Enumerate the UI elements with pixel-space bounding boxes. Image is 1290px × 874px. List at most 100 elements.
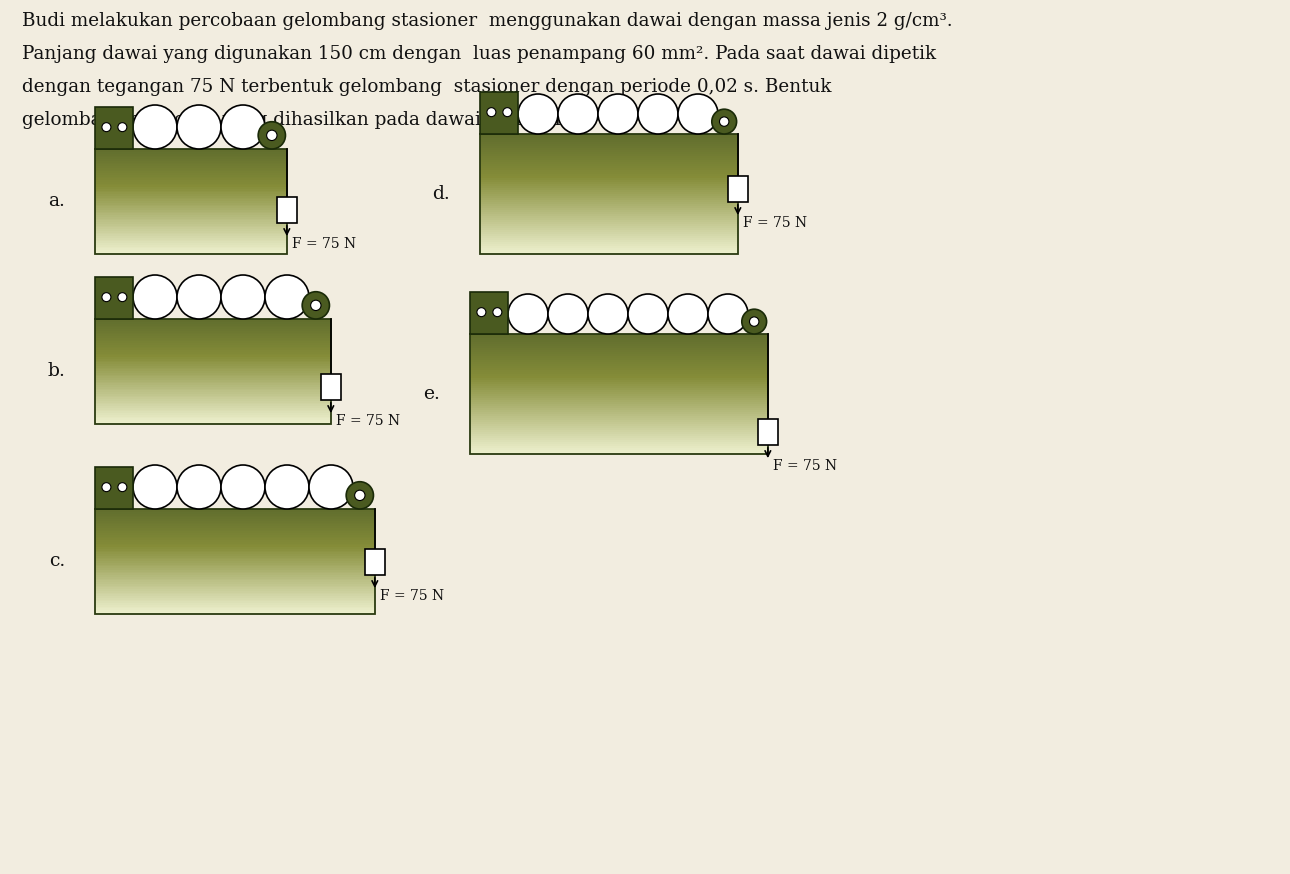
Bar [480,196,738,198]
Bar [95,341,330,343]
Bar [470,381,768,384]
Bar [95,198,286,200]
Bar [480,239,738,242]
Bar [95,220,286,223]
Bar [480,241,738,244]
Bar [95,232,286,235]
Bar [95,239,286,242]
Bar [95,584,375,586]
Circle shape [493,308,502,316]
Bar [95,603,375,606]
Bar [757,419,778,445]
Text: F = 75 N: F = 75 N [379,589,444,603]
Circle shape [177,465,221,509]
Bar [470,384,768,386]
Text: F = 75 N: F = 75 N [292,237,356,251]
Bar [95,213,286,216]
Bar [95,107,133,149]
Bar [470,334,768,336]
Bar [480,179,738,182]
Bar [470,424,768,426]
Circle shape [267,130,277,141]
Bar [95,168,286,170]
Bar [470,415,768,418]
Bar [95,367,330,370]
Bar [95,593,375,594]
Bar [95,528,375,530]
Bar [95,381,330,384]
Bar [95,398,330,399]
Bar [95,415,330,417]
Bar [480,92,519,134]
Circle shape [264,465,310,509]
Bar [95,236,286,239]
Bar [470,339,768,342]
Bar [95,406,330,408]
Bar [95,355,330,357]
Bar [95,420,330,422]
Bar [470,398,768,400]
Bar [470,385,768,388]
Bar [480,202,738,204]
Bar [470,390,768,392]
Bar [95,591,375,593]
Bar [95,538,375,540]
Bar [95,246,286,249]
Bar [470,452,768,454]
Bar [95,329,330,331]
Bar [480,193,738,196]
Circle shape [311,300,321,310]
Bar [95,523,375,524]
Bar [470,446,768,448]
Bar [95,231,286,233]
Circle shape [559,94,599,134]
Bar [470,292,508,334]
Bar [470,357,768,360]
Bar [95,408,330,410]
Bar [95,157,286,159]
Bar [95,241,286,244]
Bar [95,552,375,554]
Bar [95,353,330,356]
Circle shape [508,294,548,334]
Bar [95,322,330,324]
Circle shape [742,309,766,334]
Bar [95,332,330,335]
Circle shape [133,275,177,319]
Bar [470,420,768,422]
Bar [480,149,738,152]
Bar [95,547,375,549]
Bar [95,524,375,526]
Bar [95,346,330,349]
Bar [480,225,738,228]
Bar [480,191,738,194]
Bar [480,227,738,230]
Circle shape [264,275,310,319]
Bar [470,392,768,394]
Bar [95,350,330,352]
Bar [480,247,738,250]
Circle shape [708,294,748,334]
Bar [480,224,738,226]
Circle shape [668,294,708,334]
Bar [470,429,768,432]
Bar [95,224,286,226]
Bar [480,170,738,172]
Bar [95,156,286,157]
Bar [95,376,330,378]
Bar [95,535,375,537]
Bar [95,225,286,228]
Bar [480,212,738,214]
Circle shape [221,105,264,149]
Bar [480,188,738,190]
Circle shape [639,94,679,134]
Bar [95,178,286,181]
Bar [480,216,738,218]
Bar [480,218,738,220]
Bar [470,407,768,410]
Bar [95,403,330,405]
Bar [480,156,738,158]
Bar [95,245,286,247]
Bar [480,249,738,252]
Circle shape [133,465,177,509]
